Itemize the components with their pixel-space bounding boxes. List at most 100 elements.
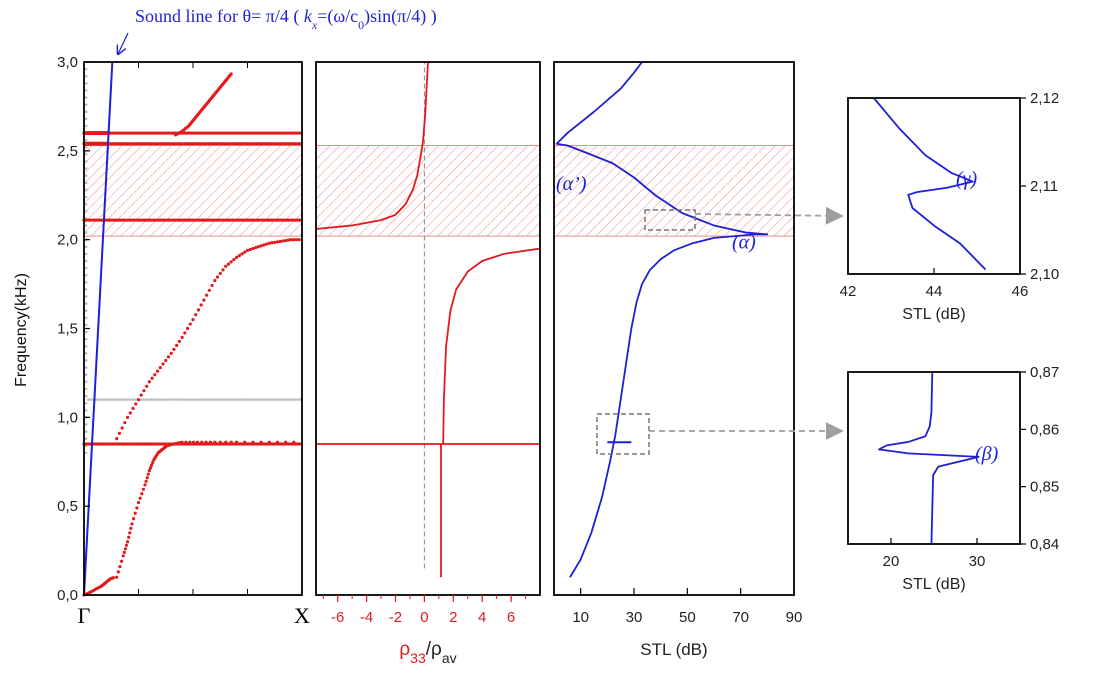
x-tick-label: 2 <box>449 609 457 626</box>
y-tick-label: 2,12 <box>1030 90 1059 107</box>
gray-flat-band-point <box>259 398 263 401</box>
gray-axis-point <box>84 231 88 234</box>
gray-axis-point <box>84 82 88 85</box>
gray-axis-point <box>84 281 88 284</box>
y-tick-label: 2,0 <box>57 232 78 249</box>
band-structure-panel: 0,0 0,5 1,0 1,5 2,0 2,5 3,0 Γ X <box>57 54 310 628</box>
gray-flat-band-point <box>94 398 98 401</box>
band-point <box>140 492 144 496</box>
gray-axis-point <box>84 167 88 170</box>
density-branch <box>315 61 429 230</box>
band-point <box>147 380 151 384</box>
zoom-box-beta <box>596 413 650 455</box>
band-point <box>196 308 201 312</box>
gray-axis-point <box>84 181 88 185</box>
band-point <box>273 240 277 244</box>
band-point <box>129 526 133 530</box>
band-point <box>191 318 195 322</box>
band-point <box>120 559 124 563</box>
band-gap-hatch <box>553 145 795 237</box>
band-point <box>127 535 131 539</box>
band-point <box>121 554 125 558</box>
red-flat-segment <box>84 141 108 146</box>
band-point <box>177 339 181 343</box>
band-point <box>267 440 271 444</box>
density-panel: -6 -4 -2 0 2 4 6 ρ33/ρav <box>315 61 541 666</box>
band-point <box>259 440 263 444</box>
band-point <box>144 479 148 483</box>
y-tick-label: 2,10 <box>1030 266 1059 283</box>
gray-axis-point <box>84 401 88 405</box>
band-point <box>281 239 285 243</box>
band-point <box>243 250 247 254</box>
gray-flat-band-point <box>225 398 229 401</box>
gray-axis-point <box>84 366 88 369</box>
sound-line-annotation: Sound line for θ= π/4 ( kx=(ω/c0)sin(π/4… <box>135 6 437 32</box>
band-point <box>207 288 211 292</box>
gray-flat-band-point <box>210 398 213 401</box>
gray-axis-point <box>84 153 88 156</box>
gray-axis-point <box>84 387 88 391</box>
band-point <box>188 440 192 444</box>
x-tick-label: 90 <box>786 609 803 626</box>
gray-flat-band-point <box>267 398 271 401</box>
gray-flat-band-point <box>228 398 231 401</box>
gray-axis-point <box>84 103 88 106</box>
band-point <box>210 283 214 288</box>
band-point <box>131 406 135 411</box>
band-point <box>185 326 190 331</box>
gray-axis-point <box>84 408 88 412</box>
band-point <box>141 487 146 491</box>
gray-flat-band-point <box>149 398 153 401</box>
gray-flat-band-point <box>102 398 106 401</box>
gray-flat-band-point <box>162 398 166 401</box>
band-point <box>169 351 173 355</box>
band-point <box>111 576 116 580</box>
band-point <box>215 275 220 279</box>
inset-x-label: STL (dB) <box>902 576 965 593</box>
gray-flat-band-point <box>134 398 137 401</box>
y-tick-label: 0,85 <box>1030 479 1059 496</box>
stl-panel: 10 30 50 70 90 STL (dB) (α’) (α) <box>553 61 803 659</box>
band-point <box>161 362 165 366</box>
gray-axis-point <box>84 352 88 355</box>
gray-axis-point <box>84 316 88 320</box>
band-point <box>124 543 129 547</box>
band-point <box>240 252 244 256</box>
gray-flat-band-point <box>296 398 299 401</box>
band-point <box>235 440 239 444</box>
gray-flat-band-point <box>173 398 176 401</box>
gray-flat-band-point <box>251 398 255 401</box>
gray-flat-band-point <box>230 398 234 401</box>
band-point <box>148 466 153 470</box>
band-point <box>229 260 233 264</box>
band-point <box>251 246 255 251</box>
band-point <box>128 411 132 415</box>
stl-curve <box>555 61 769 578</box>
gray-axis-point <box>84 323 88 327</box>
gray-axis-point <box>84 67 88 71</box>
x-tick-label: 10 <box>572 609 589 626</box>
gray-axis-point <box>84 160 88 163</box>
band-point <box>278 239 282 244</box>
gray-axis-point <box>84 195 88 199</box>
x-tick-label: 44 <box>926 283 943 300</box>
band-point <box>237 254 241 258</box>
band-point <box>184 440 188 444</box>
sound-line-pointer <box>118 32 129 54</box>
gray-axis-point <box>84 252 88 256</box>
band-point <box>195 440 199 444</box>
band-point <box>123 421 127 425</box>
band-point <box>208 440 213 444</box>
density-frame <box>315 61 541 596</box>
band-point <box>205 293 209 297</box>
band-point <box>270 241 274 245</box>
gray-flat-band-point <box>223 398 226 401</box>
gray-axis-point <box>84 302 88 305</box>
band-point <box>123 547 128 551</box>
density-branch <box>442 247 541 444</box>
gray-flat-band-point <box>126 398 129 401</box>
gray-flat-band-point <box>298 398 302 401</box>
gray-flat-band-point <box>264 398 268 401</box>
gray-axis-point <box>84 288 88 291</box>
